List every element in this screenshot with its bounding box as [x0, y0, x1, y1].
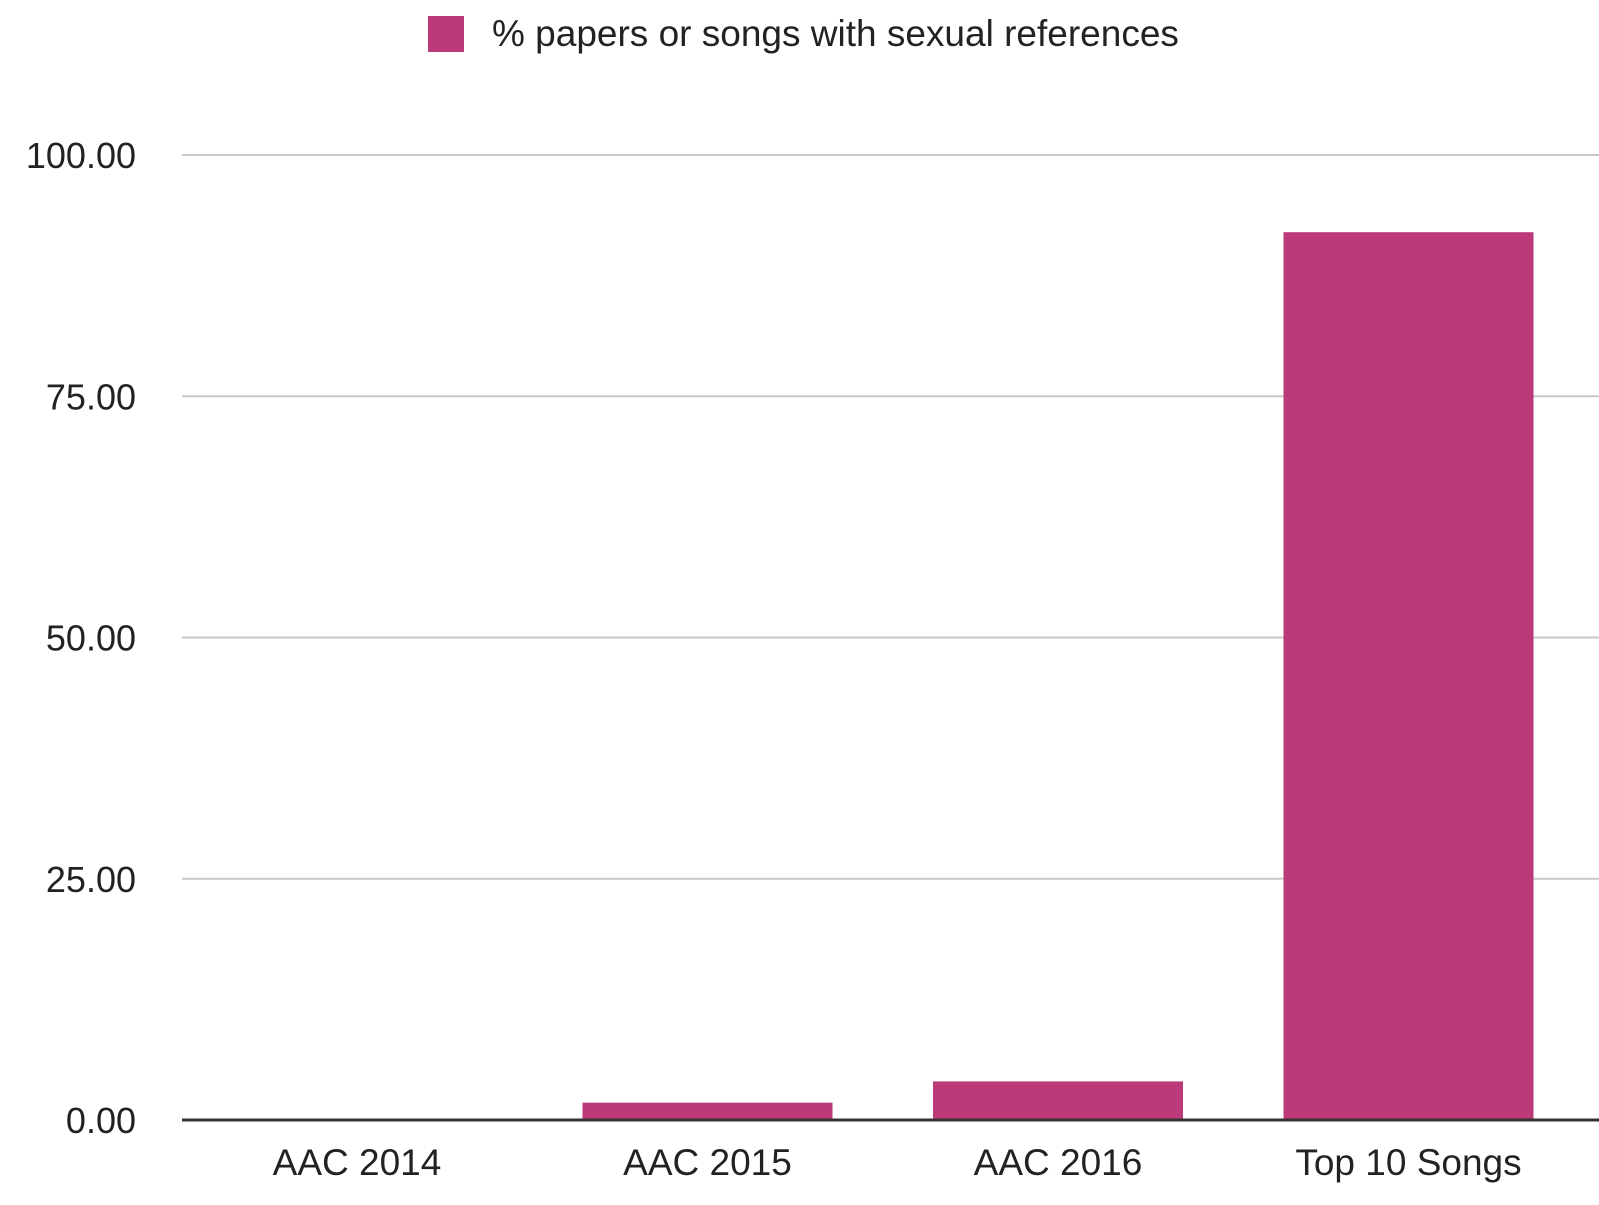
x-tick-label: AAC 2016 [974, 1142, 1143, 1183]
bar [582, 1102, 833, 1120]
bar [1283, 232, 1534, 1120]
x-tick-label: AAC 2014 [273, 1142, 442, 1183]
y-tick-label: 100.00 [26, 135, 136, 176]
x-tick-label: AAC 2015 [623, 1142, 792, 1183]
legend-label: % papers or songs with sexual references [492, 13, 1179, 54]
legend-swatch [428, 16, 464, 52]
x-tick-label: Top 10 Songs [1295, 1142, 1521, 1183]
bar [933, 1081, 1183, 1120]
y-tick-label: 75.00 [46, 376, 136, 417]
y-tick-label: 50.00 [46, 618, 136, 659]
y-tick-label: 0.00 [66, 1100, 136, 1141]
legend: % papers or songs with sexual references [428, 12, 1179, 56]
y-tick-label: 25.00 [46, 859, 136, 900]
